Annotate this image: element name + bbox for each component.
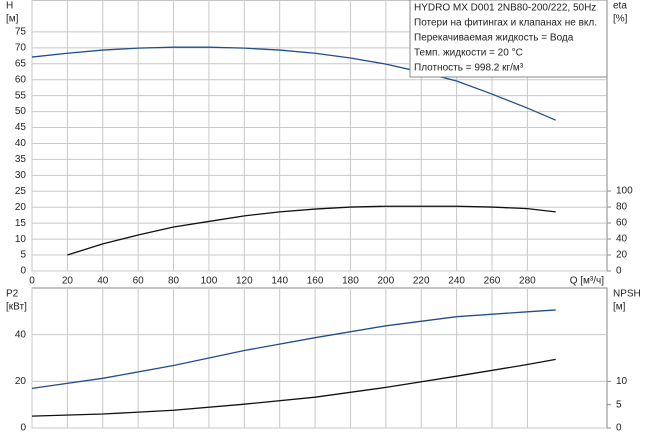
annotation: Плотность = 998.2 кг/м³ [414,63,524,74]
y-axis-label: P2 [6,289,19,300]
y2-tick-label: 0 [616,266,622,277]
y2-axis-label: eta [613,1,627,12]
y2-axis-unit: [м] [613,302,626,313]
y-axis-unit: [кВт] [6,302,27,313]
y-tick-label: 65 [15,58,27,69]
y2-tick-label: 100 [616,186,633,197]
x-tick-label: 20 [62,276,74,287]
y-tick-label: 10 [15,234,27,245]
x-tick-label: 160 [307,276,324,287]
y-tick-label: 50 [15,106,27,117]
y-tick-label: 5 [20,250,26,261]
y-tick-label: 0 [20,266,26,277]
annotation: Потери на фитингах и клапанах не вкл. [414,17,597,29]
y-axis-label: H [6,1,13,12]
x-tick-label: 0 [29,276,35,287]
y2-tick-label: 0 [616,423,622,434]
y-tick-label: 25 [15,186,27,197]
y2-axis-label: NPSH [613,289,641,300]
y-tick-label: 40 [15,329,27,340]
y2-axis-unit: [%] [613,14,628,25]
curve [31,46,556,121]
x-tick-label: 120 [236,276,253,287]
curve [67,205,556,256]
y2-tick-label: 60 [616,218,628,229]
x-tick-label: 200 [378,276,395,287]
y2-tick-label: 40 [616,234,628,245]
plot-area [31,287,608,429]
x-tick-label: 180 [342,276,359,287]
annotation: HYDRO MX D001 2NB80-200/222, 50Hz [414,3,596,14]
x-tick-label: 280 [519,276,536,287]
y-tick-label: 70 [15,42,27,53]
x-tick-label: 140 [271,276,288,287]
x-tick-label: 80 [168,276,180,287]
y2-tick-label: 80 [616,202,628,213]
x-tick-label: 260 [484,276,501,287]
x-axis-label: Q [м³/ч] [570,276,605,287]
annotation: Перекачиваемая жидкость = Вода [414,33,574,44]
y-axis-unit: [м] [6,14,19,25]
y-tick-label: 15 [15,218,27,229]
y2-tick-label: 20 [616,250,628,261]
y-tick-label: 40 [15,138,27,149]
x-tick-label: 220 [413,276,430,287]
y-tick-label: 30 [15,170,27,181]
y-tick-label: 55 [15,90,27,101]
y-tick-label: 20 [15,376,27,387]
y-tick-label: 0 [20,423,26,434]
x-tick-label: 60 [133,276,145,287]
y2-tick-label: 10 [616,376,628,387]
x-tick-label: 40 [97,276,109,287]
y-tick-label: 60 [15,74,27,85]
annotation: Темп. жидкости = 20 °C [414,48,523,59]
x-tick-label: 240 [448,276,465,287]
y-tick-label: 75 [15,27,27,38]
annotation-box [409,0,608,78]
y-tick-label: 20 [15,202,27,213]
curve [31,358,556,417]
y-tick-label: 45 [15,122,27,133]
y-tick-label: 35 [15,154,27,165]
y2-tick-label: 5 [616,399,622,410]
curve [31,309,556,389]
x-tick-label: 100 [201,276,218,287]
